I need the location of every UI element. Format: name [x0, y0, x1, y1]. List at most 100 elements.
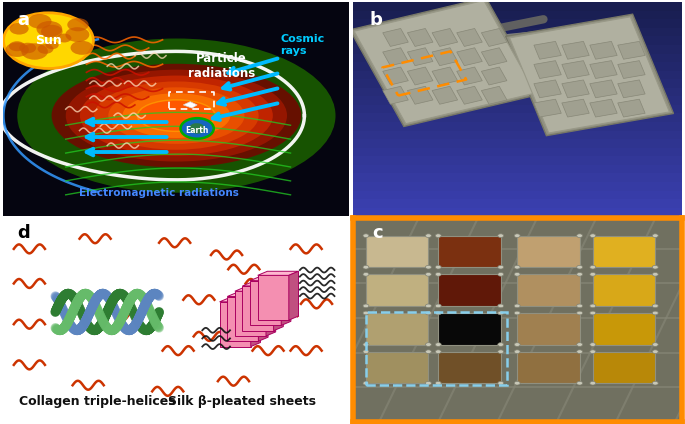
Circle shape: [590, 350, 596, 354]
Bar: [353, 36, 682, 45]
Circle shape: [498, 265, 503, 269]
Ellipse shape: [94, 81, 259, 150]
Polygon shape: [590, 42, 617, 59]
Text: Earth: Earth: [186, 126, 209, 135]
Circle shape: [435, 273, 441, 276]
Bar: [353, 182, 682, 190]
Polygon shape: [383, 28, 408, 46]
Circle shape: [577, 304, 583, 308]
Polygon shape: [383, 48, 408, 66]
Bar: [353, 88, 682, 96]
Circle shape: [652, 381, 658, 385]
Polygon shape: [506, 14, 673, 136]
Text: Cosmic
rays: Cosmic rays: [280, 34, 325, 56]
Circle shape: [514, 343, 520, 346]
Bar: [438, 313, 501, 345]
Circle shape: [28, 14, 51, 29]
Bar: [235, 291, 266, 336]
Circle shape: [577, 381, 583, 385]
Circle shape: [590, 265, 596, 269]
Text: Silk β-pleated sheets: Silk β-pleated sheets: [168, 395, 316, 408]
Circle shape: [435, 265, 441, 269]
Polygon shape: [562, 42, 589, 59]
Polygon shape: [408, 86, 433, 104]
Circle shape: [425, 273, 432, 276]
Polygon shape: [590, 99, 617, 117]
Bar: [517, 274, 580, 306]
Circle shape: [363, 273, 369, 276]
Bar: [353, 28, 682, 36]
Polygon shape: [251, 298, 260, 346]
Bar: [353, 105, 682, 114]
Polygon shape: [562, 61, 589, 78]
Bar: [353, 165, 682, 173]
Polygon shape: [250, 276, 291, 281]
Polygon shape: [562, 80, 589, 98]
Circle shape: [363, 343, 369, 346]
Circle shape: [5, 42, 29, 57]
Circle shape: [498, 343, 503, 346]
Circle shape: [3, 13, 93, 69]
Circle shape: [652, 234, 658, 237]
Circle shape: [19, 43, 36, 53]
Bar: [353, 79, 682, 88]
Polygon shape: [457, 28, 482, 46]
Polygon shape: [510, 17, 669, 133]
Bar: [353, 114, 682, 122]
Circle shape: [652, 273, 658, 276]
Circle shape: [435, 381, 441, 385]
Circle shape: [425, 381, 432, 385]
Ellipse shape: [66, 70, 287, 162]
Polygon shape: [534, 42, 561, 59]
Polygon shape: [184, 102, 197, 108]
Circle shape: [590, 234, 596, 237]
Bar: [593, 236, 656, 267]
Circle shape: [66, 27, 89, 42]
Circle shape: [652, 304, 658, 308]
Ellipse shape: [80, 75, 273, 156]
Bar: [258, 275, 289, 320]
Polygon shape: [408, 67, 433, 85]
Polygon shape: [457, 86, 482, 104]
Circle shape: [363, 381, 369, 385]
Circle shape: [577, 343, 583, 346]
Circle shape: [363, 304, 369, 308]
Bar: [353, 62, 682, 71]
Polygon shape: [534, 80, 561, 98]
Circle shape: [425, 304, 432, 308]
Bar: [353, 139, 682, 148]
Polygon shape: [273, 282, 284, 331]
Circle shape: [435, 343, 441, 346]
Circle shape: [514, 381, 520, 385]
Ellipse shape: [108, 87, 245, 144]
Polygon shape: [457, 67, 482, 85]
Bar: [366, 274, 428, 306]
Polygon shape: [242, 282, 284, 286]
Polygon shape: [562, 99, 589, 117]
Bar: [353, 131, 682, 139]
Circle shape: [498, 304, 503, 308]
Text: b: b: [369, 11, 382, 29]
Bar: [250, 281, 282, 325]
Bar: [438, 236, 501, 267]
Ellipse shape: [189, 123, 205, 134]
Polygon shape: [383, 67, 408, 85]
Circle shape: [425, 311, 432, 315]
Circle shape: [363, 311, 369, 315]
Circle shape: [435, 304, 441, 308]
Circle shape: [363, 350, 369, 354]
Circle shape: [590, 343, 596, 346]
Polygon shape: [289, 271, 299, 320]
Circle shape: [435, 350, 441, 354]
Bar: [242, 286, 273, 331]
Polygon shape: [383, 86, 408, 104]
Circle shape: [425, 234, 432, 237]
Bar: [353, 190, 682, 199]
Bar: [353, 156, 682, 165]
Polygon shape: [590, 80, 617, 98]
Circle shape: [41, 25, 62, 38]
Text: a: a: [17, 11, 29, 29]
Bar: [353, 122, 682, 131]
Polygon shape: [282, 276, 291, 325]
Bar: [353, 19, 682, 28]
